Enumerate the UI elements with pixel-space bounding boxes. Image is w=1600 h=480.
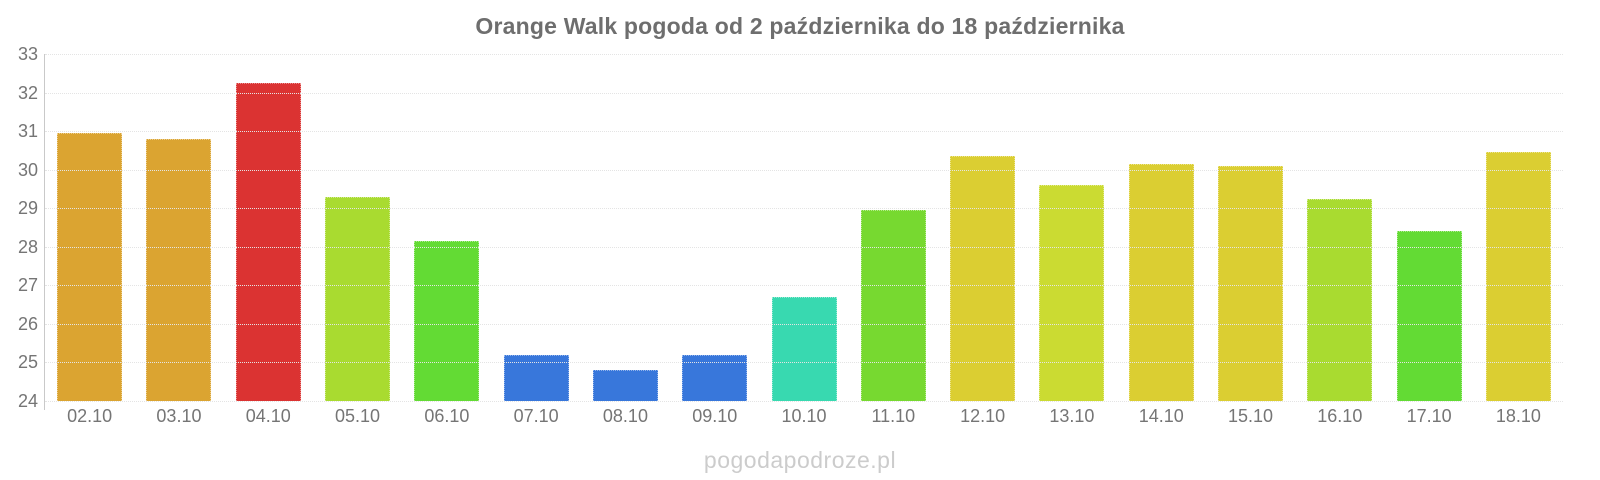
y-tick-label-26: 26 bbox=[17, 313, 38, 334]
bar-slot bbox=[1117, 54, 1206, 401]
bar-slot bbox=[491, 54, 580, 401]
x-tick-label-02.10: 02.10 bbox=[67, 406, 113, 426]
bar-slot bbox=[134, 54, 223, 401]
bar-05.10[interactable] bbox=[325, 196, 391, 401]
x-tick-label-16.10: 16.10 bbox=[1317, 406, 1363, 426]
bar-slot bbox=[670, 54, 759, 401]
bar-slot bbox=[938, 54, 1027, 401]
bar-slot bbox=[759, 54, 848, 401]
bar-slot bbox=[224, 54, 313, 401]
bar-15.10[interactable] bbox=[1218, 165, 1283, 401]
x-tick-label-18.10: 18.10 bbox=[1495, 406, 1541, 426]
gridline-31 bbox=[45, 131, 1563, 133]
x-tick-label-09.10: 09.10 bbox=[692, 406, 738, 426]
y-tick-label-30: 30 bbox=[17, 159, 38, 180]
bar-slot bbox=[1206, 54, 1295, 401]
page-title: Orange Walk pogoda od 2 października do … bbox=[475, 13, 1125, 39]
bar-slot bbox=[1295, 54, 1384, 401]
x-tick-label-10.10: 10.10 bbox=[781, 406, 827, 426]
bar-11.10[interactable] bbox=[860, 210, 926, 401]
bar-02.10[interactable] bbox=[57, 133, 123, 401]
bar-18.10[interactable] bbox=[1485, 152, 1551, 401]
x-tick-label-13.10: 13.10 bbox=[1049, 406, 1095, 426]
bar-13.10[interactable] bbox=[1039, 185, 1105, 401]
y-tick-label-28: 28 bbox=[17, 236, 38, 257]
bars-container bbox=[45, 54, 1563, 401]
x-tick-label-08.10: 08.10 bbox=[602, 406, 648, 426]
y-tick-label-27: 27 bbox=[17, 275, 38, 296]
x-tick-label-06.10: 06.10 bbox=[424, 406, 470, 426]
gridline-33 bbox=[45, 54, 1563, 55]
bar-slot bbox=[1027, 54, 1116, 401]
gridline-28 bbox=[45, 246, 1563, 248]
x-tick-label-12.10: 12.10 bbox=[960, 406, 1006, 426]
gridline-26 bbox=[45, 323, 1563, 325]
bar-08.10[interactable] bbox=[592, 370, 658, 401]
bar-06.10[interactable] bbox=[414, 241, 480, 401]
bar-03.10[interactable] bbox=[146, 138, 212, 401]
gridline-24 bbox=[45, 401, 1563, 402]
bar-10.10[interactable] bbox=[771, 296, 837, 401]
x-tick-label-05.10: 05.10 bbox=[335, 406, 381, 426]
watermark: pogodapodroze.pl bbox=[703, 447, 897, 473]
y-axis-tick-labels: 33 32 31 30 29 28 27 26 25 24 bbox=[0, 0, 38, 480]
gridline-30 bbox=[45, 169, 1563, 171]
y-tick-label-31: 31 bbox=[17, 121, 38, 142]
bar-14.10[interactable] bbox=[1128, 163, 1194, 401]
bar-17.10[interactable] bbox=[1396, 231, 1462, 401]
x-tick-label-14.10: 14.10 bbox=[1138, 406, 1184, 426]
bar-slot bbox=[1384, 54, 1473, 401]
x-tick-label-17.10: 17.10 bbox=[1406, 406, 1452, 426]
gridline-25 bbox=[45, 362, 1563, 364]
bar-slot bbox=[1474, 54, 1563, 401]
y-tick-label-29: 29 bbox=[17, 198, 38, 219]
y-tick-label-25: 25 bbox=[17, 352, 38, 373]
bar-12.10[interactable] bbox=[950, 156, 1016, 401]
x-tick-label-03.10: 03.10 bbox=[156, 406, 202, 426]
gridline-32 bbox=[45, 92, 1563, 94]
x-tick-label-15.10: 15.10 bbox=[1227, 406, 1274, 426]
y-tick-label-33: 33 bbox=[17, 44, 38, 64]
gridline-27 bbox=[45, 285, 1563, 287]
bar-slot bbox=[45, 54, 134, 401]
x-tick-label-07.10: 07.10 bbox=[513, 406, 559, 426]
y-axis-line bbox=[44, 54, 45, 410]
gridline-29 bbox=[45, 208, 1563, 210]
bar-slot bbox=[849, 54, 938, 401]
bar-slot bbox=[581, 54, 670, 401]
bar-slot bbox=[313, 54, 402, 401]
bar-16.10[interactable] bbox=[1307, 198, 1373, 401]
y-tick-label-32: 32 bbox=[17, 82, 38, 103]
bar-04.10[interactable] bbox=[235, 82, 301, 401]
plot-area bbox=[45, 54, 1563, 402]
x-axis-tick-labels: 02.10 03.10 04.10 05.10 06.10 07.10 08.10 09.10… bbox=[45, 406, 1563, 427]
bar-slot bbox=[402, 54, 491, 401]
x-tick-label-04.10: 04.10 bbox=[245, 406, 291, 426]
x-tick-label-11.10: 11.10 bbox=[871, 406, 916, 426]
y-tick-label-24: 24 bbox=[17, 391, 38, 411]
